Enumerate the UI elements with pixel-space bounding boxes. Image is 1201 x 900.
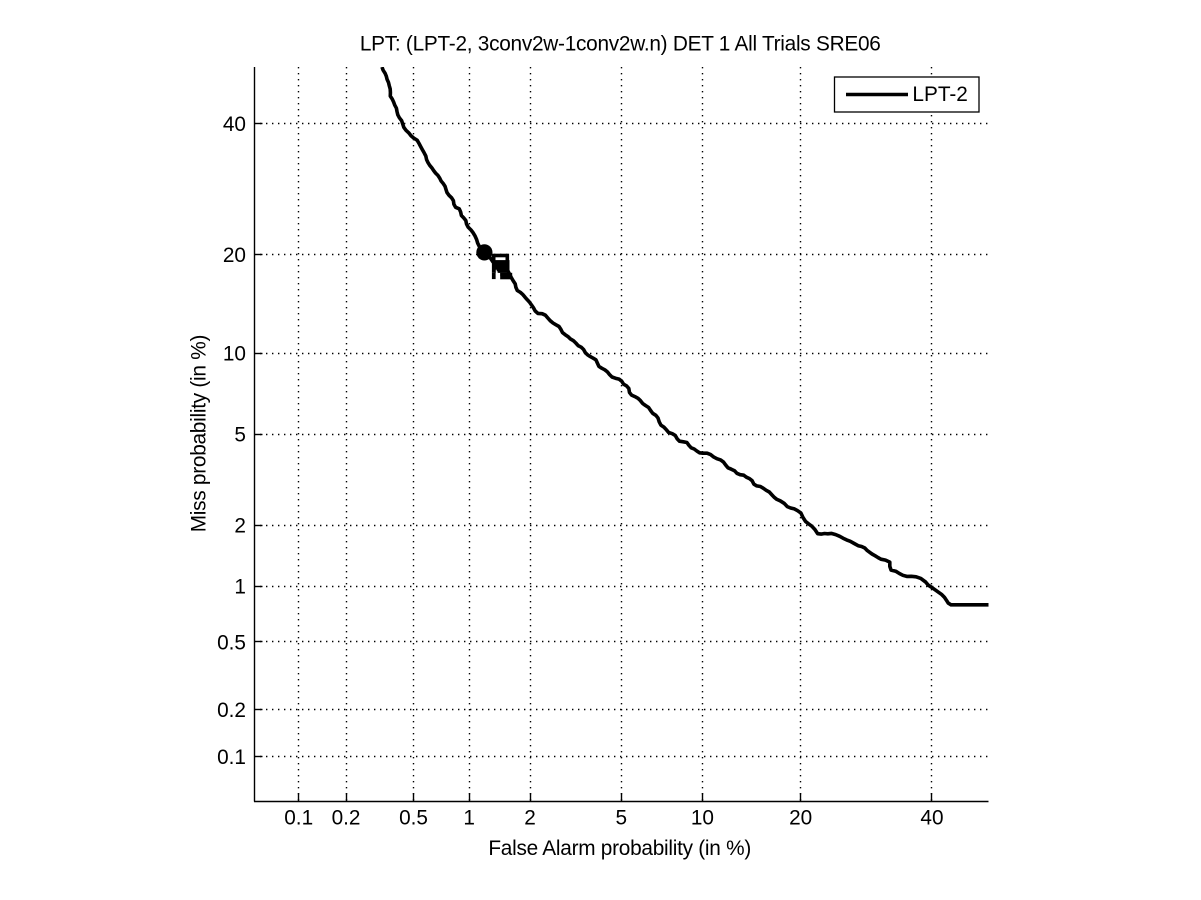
svg-text:10: 10 — [223, 342, 246, 365]
svg-text:10: 10 — [691, 807, 714, 830]
svg-text:1: 1 — [463, 807, 475, 830]
svg-text:1: 1 — [234, 576, 246, 599]
svg-text:0.2: 0.2 — [332, 807, 361, 830]
svg-text:2: 2 — [234, 515, 246, 538]
svg-text:5: 5 — [616, 807, 628, 830]
svg-text:LPT-2: LPT-2 — [912, 83, 968, 106]
svg-text:40: 40 — [223, 113, 246, 136]
svg-text:20: 20 — [789, 807, 812, 830]
svg-text:0.5: 0.5 — [217, 631, 246, 654]
svg-text:0.1: 0.1 — [284, 807, 313, 830]
svg-text:2: 2 — [524, 807, 536, 830]
svg-text:40: 40 — [920, 807, 943, 830]
svg-text:Miss probability (in %): Miss probability (in %) — [188, 335, 211, 532]
svg-text:LPT: (LPT-2, 3conv2w-1conv2w.n: LPT: (LPT-2, 3conv2w-1conv2w.n) DET 1 Al… — [360, 33, 881, 56]
svg-text:0.2: 0.2 — [217, 699, 246, 722]
svg-text:5: 5 — [234, 423, 246, 446]
svg-text:0.1: 0.1 — [217, 746, 246, 769]
svg-text:20: 20 — [223, 244, 246, 267]
svg-text:False Alarm probability (in %): False Alarm probability (in %) — [488, 837, 751, 860]
svg-text:0.5: 0.5 — [399, 807, 428, 830]
